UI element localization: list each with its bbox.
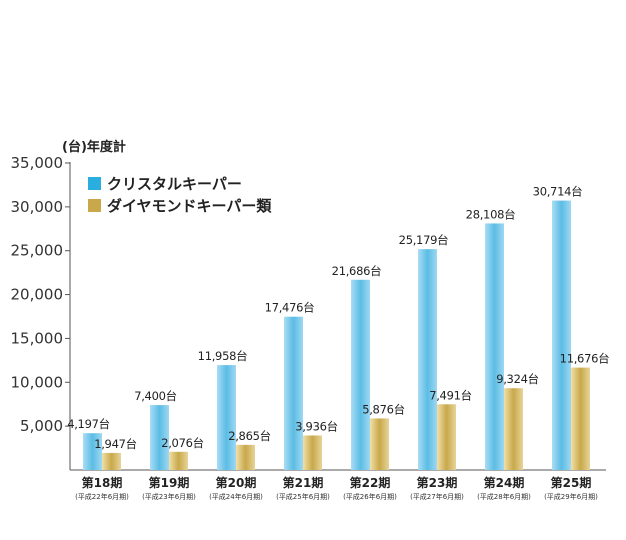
y-tick-label: 20,000 xyxy=(11,286,64,304)
legend-swatch-crystal xyxy=(88,177,101,190)
data-label-crystal-keeper: 28,108台 xyxy=(466,207,516,221)
y-ticks: 5,000 10,000 15,000 20,000 25,000 30,000 35,00… xyxy=(11,154,70,435)
bar-crystal-keeper xyxy=(83,433,102,470)
data-label-diamond-keeper: 2,076台 xyxy=(161,436,204,450)
data-labels: 4,197台 1,947台 7,400台 2,076台 11,958台 2,865台 17,… xyxy=(67,185,609,451)
y-tick-label: 10,000 xyxy=(11,373,64,391)
bar-diamond-keeper xyxy=(370,418,389,470)
y-tick-label: 30,000 xyxy=(11,198,64,216)
x-category-sublabel: (平成27年6月期) xyxy=(410,492,464,501)
x-category-label: 第22期 xyxy=(350,475,391,490)
x-axis-labels: 第18期 (平成22年6月期) 第19期 (平成23年6月期) 第20期 (平成24年6月… xyxy=(75,475,598,501)
data-label-crystal-keeper: 4,197台 xyxy=(67,417,110,431)
data-label-diamond-keeper: 9,324台 xyxy=(496,372,539,386)
data-label-crystal-keeper: 25,179台 xyxy=(399,233,449,247)
bars xyxy=(83,200,590,470)
bar-crystal-keeper xyxy=(150,405,169,470)
x-category-label: 第24期 xyxy=(484,475,525,490)
bar-crystal-keeper xyxy=(284,316,303,470)
x-category-label: 第21期 xyxy=(283,475,324,490)
legend-swatch-diamond xyxy=(88,199,101,212)
bar-crystal-keeper xyxy=(217,365,236,470)
bar-crystal-keeper xyxy=(418,249,437,470)
y-tick-label: 5,000 xyxy=(20,417,63,435)
x-category-sublabel: (平成26年6月期) xyxy=(343,492,397,501)
x-category-sublabel: (平成29年6月期) xyxy=(544,492,598,501)
bar-crystal-keeper xyxy=(552,200,571,470)
data-label-crystal-keeper: 7,400台 xyxy=(134,389,177,403)
bar-diamond-keeper xyxy=(303,435,322,470)
data-label-diamond-keeper: 11,676台 xyxy=(560,352,610,366)
data-label-diamond-keeper: 5,876台 xyxy=(362,402,405,416)
x-category-sublabel: (平成23年6月期) xyxy=(142,492,196,501)
y-tick-label: 35,000 xyxy=(11,154,64,172)
legend-label-diamond: ダイヤモンドキーパー類 xyxy=(107,197,272,215)
data-label-diamond-keeper: 1,947台 xyxy=(94,437,137,451)
bar-crystal-keeper xyxy=(485,223,504,470)
bar-diamond-keeper xyxy=(169,451,188,470)
data-label-crystal-keeper: 21,686台 xyxy=(332,264,382,278)
y-unit-label: (台)年度計 xyxy=(62,139,126,155)
y-tick-label: 15,000 xyxy=(11,329,64,347)
x-category-label: 第25期 xyxy=(551,475,592,490)
x-category-label: 第18期 xyxy=(82,475,123,490)
y-tick-label: 25,000 xyxy=(11,242,64,260)
x-category-sublabel: (平成22年6月期) xyxy=(75,492,129,501)
bar-diamond-keeper xyxy=(236,444,255,470)
data-label-crystal-keeper: 11,958台 xyxy=(198,349,248,363)
data-label-crystal-keeper: 30,714台 xyxy=(533,185,583,199)
bar-diamond-keeper xyxy=(437,404,456,470)
x-category-sublabel: (平成28年6月期) xyxy=(477,492,531,501)
legend: クリスタルキーパー ダイヤモンドキーパー類 xyxy=(88,175,272,215)
bar-diamond-keeper xyxy=(504,388,523,470)
x-category-sublabel: (平成24年6月期) xyxy=(209,492,263,501)
x-category-sublabel: (平成25年6月期) xyxy=(276,492,330,501)
legend-label-crystal: クリスタルキーパー xyxy=(107,175,242,193)
data-label-crystal-keeper: 17,476台 xyxy=(265,301,315,315)
data-label-diamond-keeper: 7,491台 xyxy=(429,388,472,402)
x-category-label: 第19期 xyxy=(149,475,190,490)
bar-diamond-keeper xyxy=(571,367,590,470)
bar-crystal-keeper xyxy=(351,279,370,470)
x-category-label: 第20期 xyxy=(216,475,257,490)
data-label-diamond-keeper: 2,865台 xyxy=(228,429,271,443)
bar-diamond-keeper xyxy=(102,452,121,470)
x-category-label: 第23期 xyxy=(417,475,458,490)
data-label-diamond-keeper: 3,936台 xyxy=(295,419,338,433)
